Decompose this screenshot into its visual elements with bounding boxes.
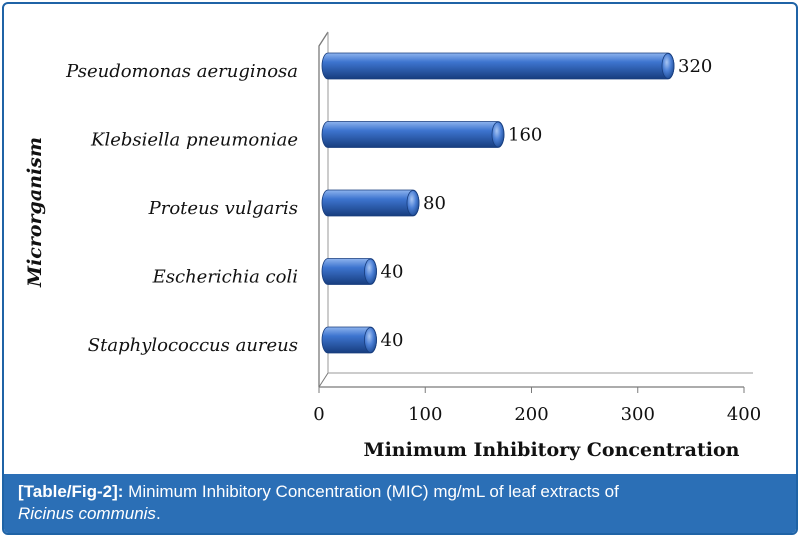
bar bbox=[321, 121, 505, 148]
category-label: Klebsiella pneumoniae bbox=[90, 130, 298, 151]
bar-value-label: 320 bbox=[678, 56, 712, 77]
bar-value-label: 40 bbox=[381, 330, 404, 351]
x-tick-label: 100 bbox=[408, 404, 442, 425]
x-axis-title: Minimum Inhibitory Concentration bbox=[364, 439, 740, 461]
bar-end-cap bbox=[364, 327, 377, 353]
bar bbox=[321, 189, 420, 217]
chart-area: 0 100 200 300 400 Minimum Inhibitory Concentr… bbox=[4, 4, 796, 474]
bar-value-label: 40 bbox=[381, 262, 404, 283]
bar-value-label: 160 bbox=[508, 125, 542, 146]
y-axis-title: Microrganism bbox=[24, 137, 46, 288]
category-label: Proteus vulgaris bbox=[148, 198, 298, 219]
chart-labels: 0 100 200 300 400 Minimum Inhibitory Concentr… bbox=[24, 56, 761, 461]
bar bbox=[321, 52, 675, 80]
floor-left-edge bbox=[318, 372, 329, 388]
chart-axes bbox=[318, 31, 753, 393]
caption-text: Minimum Inhibitory Concentration (MIC) m… bbox=[123, 482, 619, 501]
caption-species: Ricinus communis bbox=[18, 504, 156, 523]
bar-end-cap bbox=[661, 53, 675, 79]
figure-caption: [Table/Fig-2]: Minimum Inhibitory Concen… bbox=[4, 474, 796, 533]
back-wall-left-edge bbox=[318, 31, 329, 387]
mic-bar-chart: 0 100 200 300 400 Minimum Inhibitory Concentr… bbox=[24, 31, 761, 461]
bar-end-cap bbox=[491, 121, 505, 148]
chart-bars bbox=[321, 52, 675, 354]
caption-tag: [Table/Fig-2]: bbox=[18, 482, 124, 501]
category-label: Staphylococcus aureus bbox=[88, 335, 298, 356]
x-tick-label: 300 bbox=[621, 404, 655, 425]
category-label: Pseudomonas aeruginosa bbox=[65, 61, 298, 82]
bar-value-label: 80 bbox=[423, 193, 446, 214]
x-tick-label: 400 bbox=[727, 404, 761, 425]
x-tick-label: 0 bbox=[313, 404, 324, 425]
category-label: Escherichia coli bbox=[152, 267, 298, 288]
x-tick-label: 200 bbox=[514, 404, 548, 425]
caption-end: . bbox=[155, 504, 161, 523]
bar-end-cap bbox=[364, 258, 377, 285]
bar-end-cap bbox=[406, 190, 420, 216]
